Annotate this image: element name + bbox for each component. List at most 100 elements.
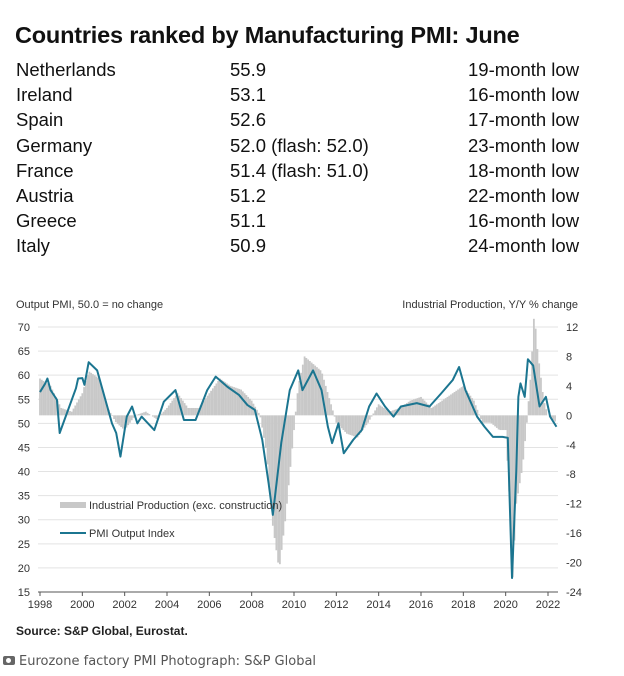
ip-bar xyxy=(439,401,442,416)
ip-bar xyxy=(63,409,66,416)
right-tick-label: 0 xyxy=(566,410,572,422)
ip-bar xyxy=(62,408,64,416)
ip-bar xyxy=(160,413,163,416)
ip-bar xyxy=(499,415,502,431)
ip-bar xyxy=(483,415,486,423)
country-name: Spain xyxy=(16,109,64,131)
x-tick-label: 2002 xyxy=(112,599,136,611)
country-name: Italy xyxy=(16,235,50,257)
ip-bar xyxy=(469,395,472,416)
low-note: 22-month low xyxy=(468,185,580,206)
ip-bar xyxy=(316,367,318,416)
ip-bar xyxy=(137,414,140,416)
ip-bar xyxy=(534,328,537,416)
ip-bar xyxy=(222,380,225,416)
ip-bar xyxy=(84,380,87,416)
ip-bar xyxy=(130,415,133,421)
ip-bar xyxy=(240,389,242,416)
ip-bar xyxy=(444,398,447,416)
ip-bar xyxy=(166,407,168,416)
ip-bar xyxy=(47,384,50,416)
ip-bar xyxy=(358,415,361,435)
ip-bar xyxy=(120,415,123,427)
ip-bar xyxy=(353,415,355,437)
right-tick-label: -8 xyxy=(566,469,576,481)
ip-bar xyxy=(196,407,198,416)
ip-bar xyxy=(282,415,285,536)
ip-bar xyxy=(344,415,347,432)
ip-bar xyxy=(58,404,61,416)
low-note: 24-month low xyxy=(468,235,580,257)
ip-bar xyxy=(490,415,493,424)
ip-bar xyxy=(164,409,167,416)
ip-bar xyxy=(167,405,170,416)
ip-bar xyxy=(153,415,156,418)
ip-bar xyxy=(291,415,294,449)
ip-bar xyxy=(99,380,101,416)
ip-bar xyxy=(441,400,444,416)
ip-bar xyxy=(550,415,553,419)
ip-bar xyxy=(326,392,329,416)
ip-bar xyxy=(370,415,373,417)
ip-bar xyxy=(106,405,108,416)
ip-bar xyxy=(201,403,204,416)
ip-bar xyxy=(435,404,438,416)
ip-bar xyxy=(425,402,428,416)
ip-bar xyxy=(151,415,154,417)
ip-bar xyxy=(88,371,91,416)
ip-bar xyxy=(300,372,302,416)
ip-bar xyxy=(204,398,207,416)
ip-bar xyxy=(308,361,311,416)
ip-bar xyxy=(53,393,56,416)
ip-bar xyxy=(418,397,421,416)
ip-bar xyxy=(524,415,526,442)
ip-bar xyxy=(391,410,394,416)
ip-bar xyxy=(554,415,556,422)
legend-label-ip: Industrial Production (exc. construction… xyxy=(89,500,282,512)
table-row: France 51.4 (flash: 51.0) 18-month low xyxy=(16,160,616,185)
ip-bar xyxy=(307,359,310,416)
ip-bar xyxy=(104,399,107,416)
low-note: 16-month low xyxy=(468,210,580,232)
left-tick-label: 50 xyxy=(18,418,30,430)
ip-bar xyxy=(83,387,85,416)
ip-bar xyxy=(529,379,532,416)
right-tick-label: 4 xyxy=(566,381,572,393)
caption-text: Eurozone factory PMI Photograph: S&P Glo… xyxy=(19,654,317,669)
pmi-value: 52.6 xyxy=(230,109,267,131)
ip-bar xyxy=(118,415,121,426)
ip-bar xyxy=(90,372,93,416)
ip-bar xyxy=(233,387,235,416)
ip-bar xyxy=(67,410,70,416)
ip-bar xyxy=(368,415,371,420)
ip-bar xyxy=(294,411,297,416)
ip-bar xyxy=(520,415,523,473)
ip-bar xyxy=(407,401,410,416)
ip-bar xyxy=(129,415,131,423)
ip-bar xyxy=(393,409,396,416)
country-name: Ireland xyxy=(16,84,73,106)
ip-bar xyxy=(414,398,417,416)
ip-bar xyxy=(280,415,283,550)
ip-bar xyxy=(522,415,525,460)
ip-bar xyxy=(162,411,165,416)
ip-bar xyxy=(432,406,435,416)
ip-bar xyxy=(92,374,94,416)
ip-bar xyxy=(42,380,45,416)
ip-bar xyxy=(111,415,114,416)
ip-bar xyxy=(270,415,272,506)
ip-bar xyxy=(420,396,422,416)
left-tick-label: 20 xyxy=(18,563,30,575)
ip-bar xyxy=(354,415,357,437)
left-tick-label: 65 xyxy=(18,346,30,358)
ip-bar xyxy=(210,390,212,416)
ip-bar xyxy=(323,379,325,416)
ip-bar xyxy=(337,415,339,425)
camera-icon xyxy=(3,656,15,665)
left-tick-label: 15 xyxy=(18,587,30,599)
ip-bar xyxy=(527,401,530,416)
ip-bar xyxy=(411,399,414,416)
ip-bar xyxy=(495,415,498,428)
ip-bar xyxy=(79,396,82,416)
ip-bar xyxy=(400,406,403,416)
